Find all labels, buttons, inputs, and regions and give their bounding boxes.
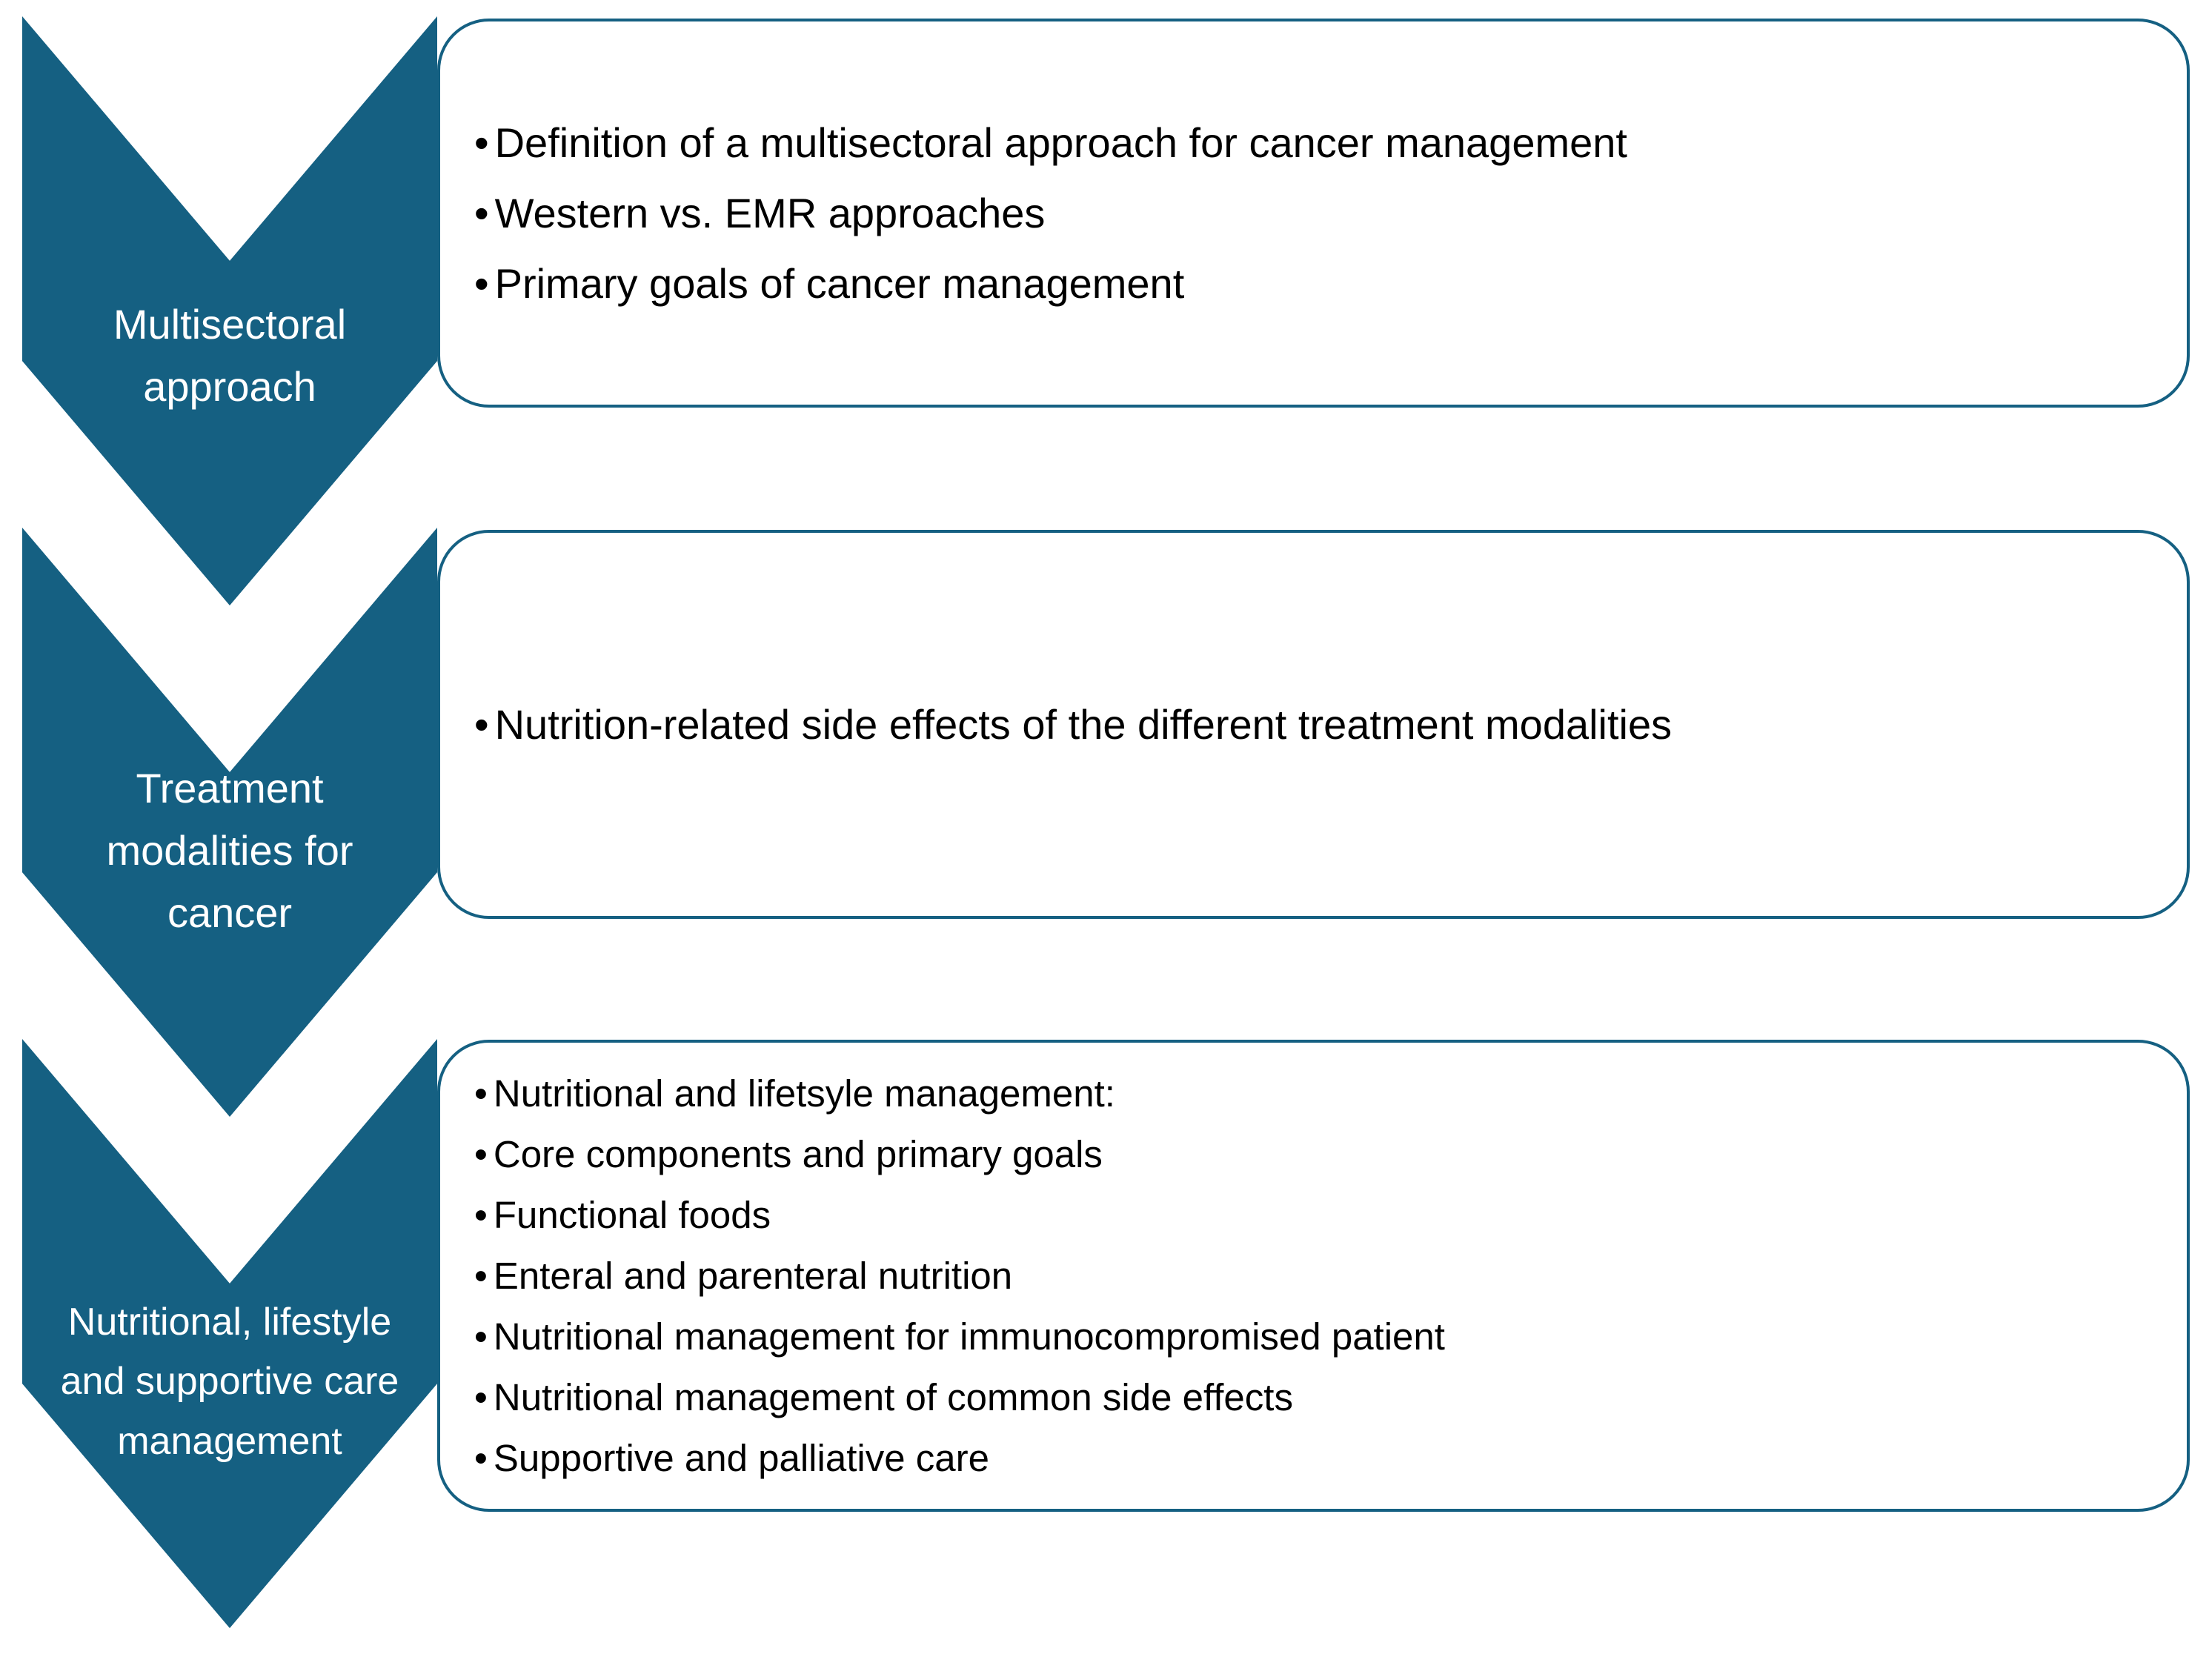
chevron-multisectoral-approach: Multisectoral approach	[22, 16, 437, 605]
bullet-text: Western vs. EMR approaches	[494, 190, 1046, 236]
bullet-icon: •	[474, 1193, 488, 1236]
chevron-nutritional-lifestyle-supportive-care: Nutritional, lifestyle and supportive ca…	[22, 1039, 437, 1628]
bullet-box-nutritional-lifestyle-supportive-care: • Nutritional and lifetsyle management: •…	[437, 1040, 2190, 1512]
list-item: • Definition of a multisectoral approach …	[474, 107, 2142, 178]
bullet-list-multisectoral-approach: • Definition of a multisectoral approach …	[474, 107, 2142, 319]
bullet-icon: •	[474, 1132, 488, 1175]
bullet-icon: •	[474, 119, 489, 166]
chevron-label-treatment-modalities: Treatment modalities for cancer	[106, 765, 353, 937]
bullet-text: Nutritional management of common side ef…	[493, 1375, 1293, 1418]
bullet-icon: •	[474, 701, 489, 748]
bullet-text: Enteral and parenteral nutrition	[493, 1254, 1013, 1297]
list-item: • Functional foods	[474, 1185, 2142, 1246]
list-item: • Western vs. EMR approaches	[474, 178, 2142, 248]
list-item: • Nutritional management of common side e…	[474, 1367, 2142, 1428]
bullet-text: Supportive and palliative care	[493, 1436, 989, 1479]
chevron-treatment-modalities: Treatment modalities for cancer	[22, 528, 437, 1117]
list-item: • Nutrition-related side effects of the d…	[474, 689, 2142, 760]
bullet-icon: •	[474, 1375, 488, 1418]
chevron-label-nutritional-lifestyle-supportive-care: Nutritional, lifestyle and supportive ca…	[60, 1300, 399, 1464]
chevron-label-multisectoral-approach: Multisectoral approach	[113, 300, 347, 410]
bullet-icon: •	[474, 1436, 488, 1479]
list-item: • Nutritional and lifetsyle management:	[474, 1063, 2142, 1124]
bullet-icon: •	[474, 1315, 488, 1358]
list-item: • Enteral and parenteral nutrition	[474, 1246, 2142, 1307]
list-item: • Primary goals of cancer management	[474, 248, 2142, 319]
list-item: • Core components and primary goals	[474, 1124, 2142, 1185]
bullet-text: Functional foods	[493, 1193, 771, 1236]
bullet-box-multisectoral-approach: • Definition of a multisectoral approach …	[437, 19, 2190, 408]
bullet-text: Definition of a multisectoral approach f…	[494, 119, 1627, 166]
bullet-text: Nutritional management for immunocomprom…	[493, 1315, 1445, 1358]
bullet-text: Nutrition-related side effects of the di…	[494, 701, 1672, 748]
list-item: • Nutritional management for immunocompro…	[474, 1307, 2142, 1367]
bullet-text: Primary goals of cancer management	[494, 260, 1185, 307]
bullet-icon: •	[474, 190, 489, 236]
bullet-text: Nutritional and lifetsyle management:	[493, 1072, 1115, 1115]
bullet-list-nutritional-lifestyle-supportive-care: • Nutritional and lifetsyle management: •…	[474, 1063, 2142, 1489]
bullet-icon: •	[474, 1254, 488, 1297]
bullet-icon: •	[474, 260, 489, 307]
bullet-icon: •	[474, 1072, 488, 1115]
bullet-box-treatment-modalities: • Nutrition-related side effects of the d…	[437, 530, 2190, 919]
bullet-text: Core components and primary goals	[493, 1132, 1103, 1175]
bullet-list-treatment-modalities: • Nutrition-related side effects of the d…	[474, 689, 2142, 760]
list-item: • Supportive and palliative care	[474, 1428, 2142, 1489]
